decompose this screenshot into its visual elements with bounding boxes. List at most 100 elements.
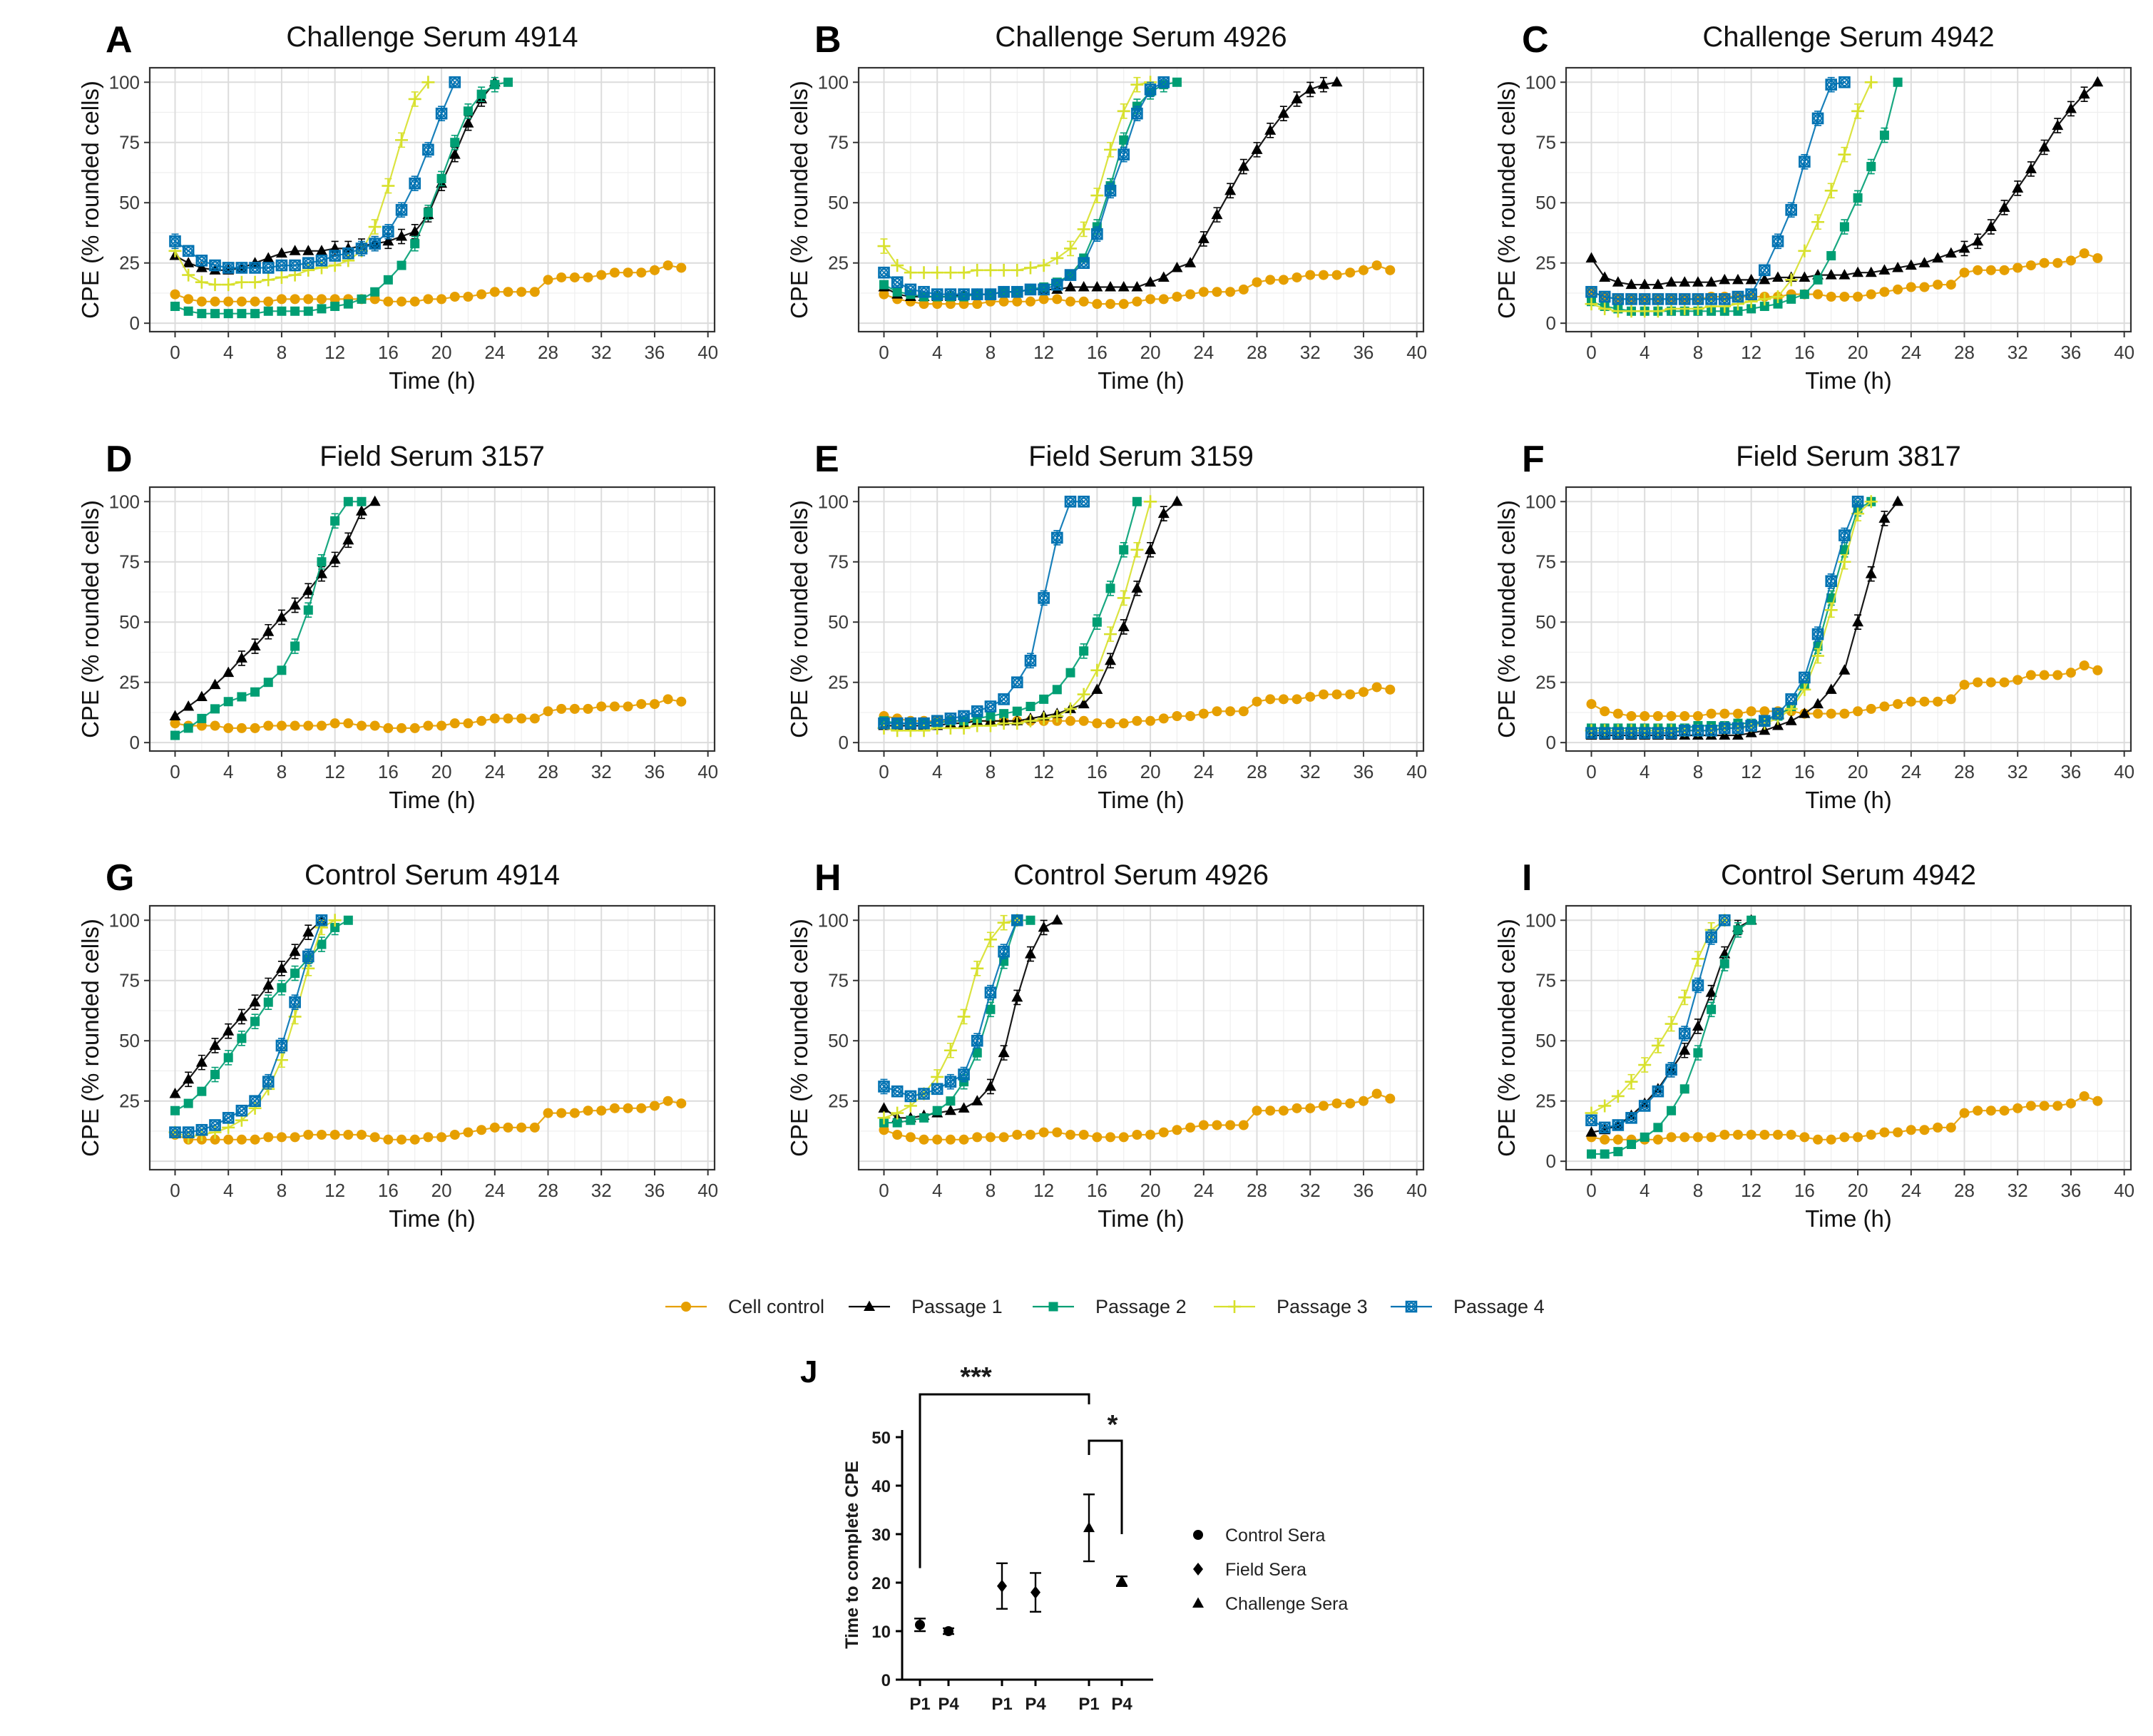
- x-tick-label: 12: [1033, 342, 1054, 363]
- x-tick-label: 4: [223, 1180, 233, 1201]
- data-point: [1091, 228, 1103, 240]
- data-point: [209, 1039, 221, 1050]
- data-point: [315, 914, 328, 926]
- j-bracket-1: [919, 1393, 1090, 1568]
- data-point: [1638, 305, 1652, 318]
- y-tick-label: 75: [1535, 551, 1556, 573]
- data-point: [1224, 184, 1237, 195]
- data-point: [182, 245, 195, 257]
- x-axis-title: Time (h): [1098, 787, 1185, 813]
- x-tick-label: 36: [644, 761, 665, 782]
- data-point: [210, 1070, 220, 1080]
- data-point: [357, 294, 367, 304]
- data-point: [1864, 495, 1878, 509]
- data-point: [1198, 1120, 1209, 1130]
- data-point: [1693, 1048, 1703, 1058]
- data-point: [263, 1132, 274, 1143]
- data-point: [1651, 305, 1664, 318]
- data-point: [343, 496, 353, 506]
- data-point: [1172, 711, 1182, 722]
- data-point: [1773, 1130, 1783, 1140]
- data-point: [1811, 628, 1824, 640]
- data-point: [169, 1088, 181, 1098]
- data-point: [2038, 141, 2050, 152]
- data-point: [1678, 293, 1691, 305]
- data-point: [1038, 592, 1050, 604]
- data-point: [1705, 293, 1717, 305]
- legend-label: Passage 2: [1095, 1296, 1187, 1317]
- x-tick-label: 20: [1140, 1180, 1161, 1201]
- data-point: [1065, 668, 1075, 678]
- data-point: [1599, 271, 1611, 282]
- x-tick-label: 8: [277, 342, 287, 363]
- data-point: [170, 730, 180, 740]
- data-point: [1785, 204, 1797, 216]
- plot-frame: [1565, 66, 2132, 333]
- j-x-tick-label: P1: [991, 1695, 1012, 1714]
- data-point: [1718, 293, 1731, 305]
- series-line: [1591, 81, 1845, 300]
- data-point: [1838, 555, 1851, 568]
- data-point: [1092, 1132, 1103, 1143]
- x-axis-title: Time (h): [389, 1205, 476, 1232]
- data-point: [1371, 260, 1382, 271]
- y-tick-label: 50: [828, 611, 849, 633]
- series-passage_4: [169, 914, 328, 1138]
- data-point: [1118, 299, 1129, 310]
- x-tick-label: 8: [277, 761, 287, 782]
- data-point: [302, 257, 314, 269]
- data-point: [1638, 293, 1651, 305]
- data-point: [1011, 263, 1024, 277]
- plot-frame: [148, 904, 716, 1171]
- data-point: [891, 1106, 904, 1120]
- data-point: [262, 1076, 275, 1088]
- data-point: [263, 678, 273, 688]
- data-point: [329, 250, 341, 262]
- data-point: [1185, 289, 1196, 300]
- series-passage_3: [168, 76, 435, 292]
- data-point: [1732, 273, 1744, 285]
- data-point: [1893, 77, 1903, 87]
- x-tick-label: 4: [223, 761, 233, 782]
- data-point: [182, 1126, 195, 1138]
- x-tick-label: 20: [1848, 342, 1868, 363]
- data-point: [1238, 706, 1249, 717]
- series-passage_4: [1585, 914, 1731, 1134]
- data-point: [636, 1103, 647, 1113]
- data-point: [249, 262, 261, 274]
- data-point: [1144, 83, 1157, 96]
- data-point: [879, 1125, 889, 1135]
- x-tick-label: 24: [1901, 1180, 1921, 1201]
- shared-legend: Cell control Passage 1 Passage 2 Passage 3 P…: [665, 1296, 1545, 1317]
- data-point: [450, 138, 460, 148]
- data-point: [1998, 201, 2010, 212]
- data-point: [1652, 727, 1664, 739]
- data-point: [1331, 76, 1343, 87]
- data-point: [196, 296, 207, 307]
- data-point: [997, 717, 1011, 730]
- data-point: [1919, 1125, 1930, 1135]
- data-point: [263, 306, 273, 316]
- data-point: [1826, 1134, 1836, 1145]
- data-point: [1905, 259, 1917, 270]
- data-point: [1052, 1127, 1063, 1138]
- y-tick-label: 25: [1535, 1091, 1556, 1112]
- data-point: [1157, 76, 1170, 88]
- data-point: [1640, 1132, 1650, 1142]
- data-point: [315, 245, 327, 255]
- data-point: [1078, 280, 1090, 292]
- data-point: [409, 1134, 420, 1145]
- x-tick-label: 0: [170, 1180, 180, 1201]
- data-point: [183, 700, 195, 711]
- data-point: [1585, 285, 1597, 298]
- legend-label: Passage 4: [1453, 1296, 1545, 1317]
- data-point: [1065, 280, 1076, 292]
- data-point: [1773, 299, 1783, 309]
- data-point: [905, 1132, 916, 1143]
- panel-letter: A: [106, 19, 133, 61]
- data-point: [1385, 684, 1396, 695]
- data-point: [1811, 649, 1825, 663]
- data-point: [1705, 276, 1717, 287]
- data-point: [1600, 1134, 1610, 1145]
- data-point: [636, 699, 647, 710]
